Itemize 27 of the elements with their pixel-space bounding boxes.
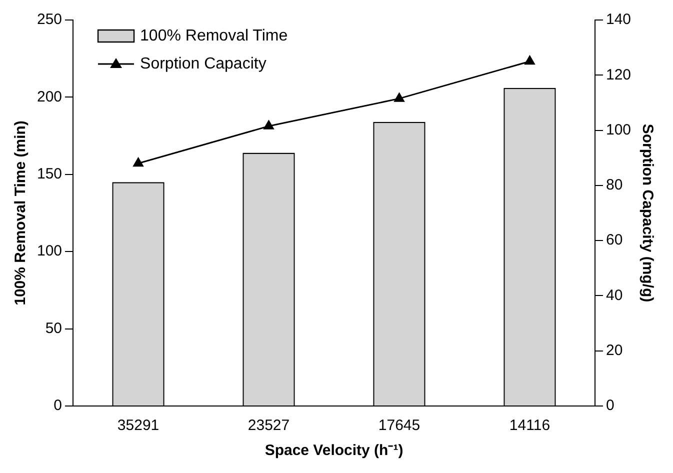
y-tick-label: 200: [36, 88, 62, 106]
y2-tick-label: 100: [606, 121, 632, 138]
y-tick-label: 250: [36, 11, 62, 28]
y-axis-title: 100% Removal Time (min): [12, 120, 30, 306]
legend-label: 100% Removal Time: [140, 27, 288, 44]
x-tick-label: 17645: [378, 417, 420, 434]
y2-axis-title: Sorption Capacity (mg/g): [638, 124, 656, 302]
legend-label: Sorption Capacity: [140, 55, 266, 72]
y-tick-label: 0: [54, 397, 62, 414]
x-tick-label: 35291: [117, 417, 160, 434]
y2-tick-label: 60: [606, 232, 623, 249]
x-tick-label: 23527: [248, 417, 290, 434]
y-tick-label: 100: [36, 242, 62, 260]
y2-tick-label: 140: [606, 11, 632, 28]
x-axis-title: Space Velocity (h⁻¹): [264, 442, 404, 460]
point: [133, 158, 144, 167]
y2-tick-label: 0: [606, 397, 614, 414]
point: [524, 56, 535, 65]
y2-tick-label: 40: [606, 286, 623, 304]
y2-tick-label: 120: [606, 66, 632, 84]
point: [394, 92, 404, 102]
y2-tick-label: 20: [606, 342, 623, 359]
y2-tick-label: 80: [606, 176, 623, 194]
point: [264, 120, 274, 130]
y-tick-label: 50: [45, 320, 62, 337]
y-tick-label: 150: [36, 166, 62, 183]
x-tick-label: 14116: [509, 417, 550, 434]
